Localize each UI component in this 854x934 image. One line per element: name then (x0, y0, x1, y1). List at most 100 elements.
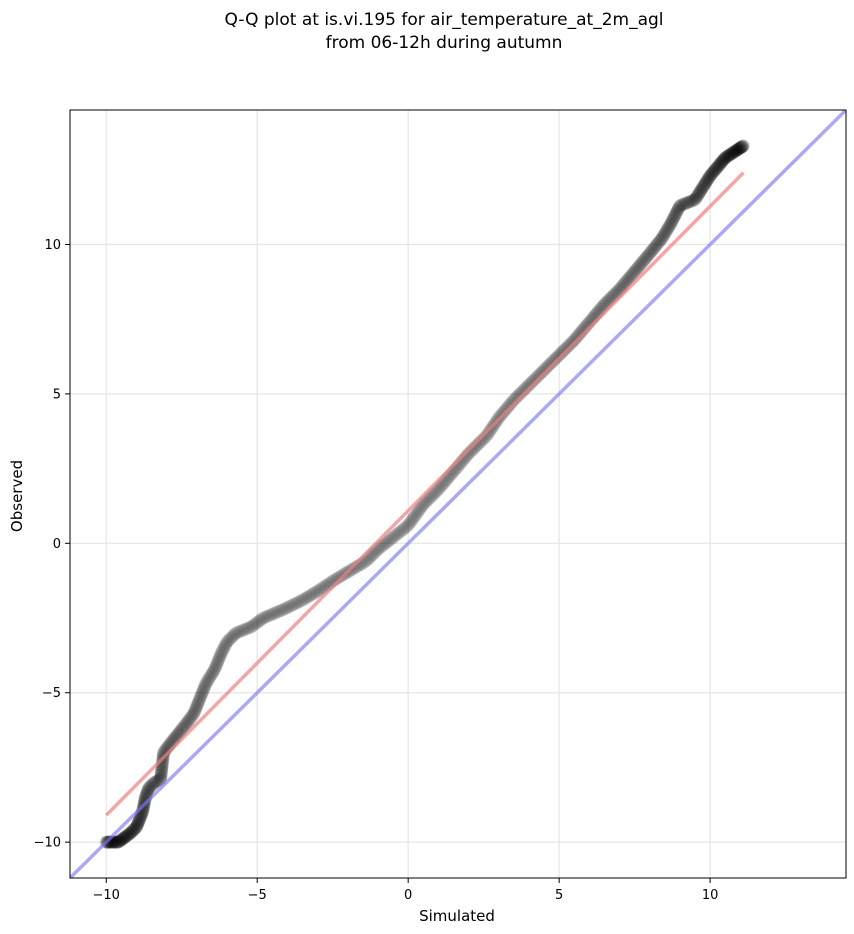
qq-point (194, 688, 208, 702)
qq-point (250, 616, 264, 630)
qq-point (676, 198, 690, 211)
qq-point (706, 166, 720, 180)
qq-point (123, 826, 137, 840)
qq-point (112, 835, 126, 849)
qq-point (314, 582, 328, 596)
qq-point (141, 782, 155, 796)
qq-point (180, 716, 194, 730)
qq-point (672, 200, 686, 214)
qq-point (218, 639, 232, 653)
qq-point (203, 670, 217, 684)
qq-point (625, 267, 639, 281)
qq-point (700, 174, 714, 188)
qq-point (207, 664, 221, 678)
qq-point (649, 239, 663, 253)
qq-point (379, 536, 393, 550)
qq-point (123, 827, 137, 841)
qq-point (278, 602, 292, 616)
qq-point (231, 625, 245, 639)
qq-point (547, 353, 561, 367)
qq-point (727, 145, 741, 159)
qq-point (708, 163, 722, 177)
qq-point (734, 140, 748, 154)
qq-point (675, 198, 689, 212)
qq-point (705, 166, 719, 180)
qq-point (469, 440, 483, 454)
qq-point (416, 498, 430, 512)
qq-point (553, 347, 567, 361)
qq-point (147, 776, 161, 790)
qq-point (679, 196, 693, 210)
qq-point (523, 377, 537, 391)
qq-point (697, 178, 711, 192)
qq-point (505, 395, 519, 409)
qq-point (725, 146, 739, 160)
qq-point (182, 713, 196, 727)
qq-point (143, 780, 157, 794)
qq-point (262, 609, 276, 623)
qq-point (102, 835, 116, 849)
qq-point (246, 618, 260, 632)
qq-point (155, 762, 169, 776)
qq-point (154, 771, 168, 785)
qq-point (291, 595, 305, 609)
qq-point (467, 441, 481, 455)
qq-point (376, 538, 390, 552)
qq-point (131, 817, 145, 831)
qq-point (402, 517, 416, 531)
qq-point (572, 328, 586, 342)
qq-point (694, 183, 708, 197)
qq-point (120, 829, 134, 843)
y-tick-label-2: 0 (53, 537, 61, 552)
x-tick-label-3: 5 (555, 888, 563, 903)
qq-point (712, 158, 726, 172)
qq-point (473, 435, 487, 449)
qq-point (658, 226, 672, 240)
x-tick-label-0: −10 (93, 888, 120, 903)
qq-point (664, 217, 678, 231)
qq-point (683, 195, 697, 209)
qq-point (552, 348, 566, 362)
qq-point (531, 369, 545, 383)
qq-point (647, 241, 661, 255)
qq-point (181, 715, 195, 729)
qq-point (198, 678, 212, 692)
qq-point (394, 524, 408, 538)
qq-point (274, 604, 288, 618)
qq-point (113, 834, 127, 848)
qq-point (226, 629, 240, 643)
qq-point (696, 180, 710, 194)
qq-point (498, 403, 512, 417)
qq-point (528, 372, 542, 386)
qq-point (726, 146, 740, 160)
qq-point (210, 657, 224, 671)
qq-point (209, 659, 223, 673)
qq-point (295, 593, 309, 607)
qq-point (305, 588, 319, 602)
qq-point (661, 221, 675, 235)
qq-point (540, 360, 554, 374)
qq-point (213, 650, 227, 664)
qq-point (655, 231, 669, 245)
qq-point (133, 811, 147, 825)
qq-point (736, 139, 750, 153)
x-tick-label-2: 0 (404, 888, 412, 903)
qq-point (704, 167, 718, 181)
qq-point (646, 243, 660, 256)
qq-point (228, 627, 242, 641)
qq-point (664, 216, 678, 230)
qq-point (208, 661, 222, 675)
qq-point (420, 494, 434, 508)
qq-point (721, 149, 735, 163)
y-tick-label-4: 10 (44, 238, 61, 253)
qq-point (148, 775, 162, 789)
grid (70, 110, 846, 878)
qq-point (687, 193, 701, 207)
qq-point (253, 613, 267, 627)
qq-point (461, 448, 475, 462)
qq-point (623, 270, 637, 284)
qq-point (629, 263, 643, 277)
qq-point (241, 621, 255, 635)
qq-point (618, 275, 632, 289)
qq-point (501, 400, 515, 414)
